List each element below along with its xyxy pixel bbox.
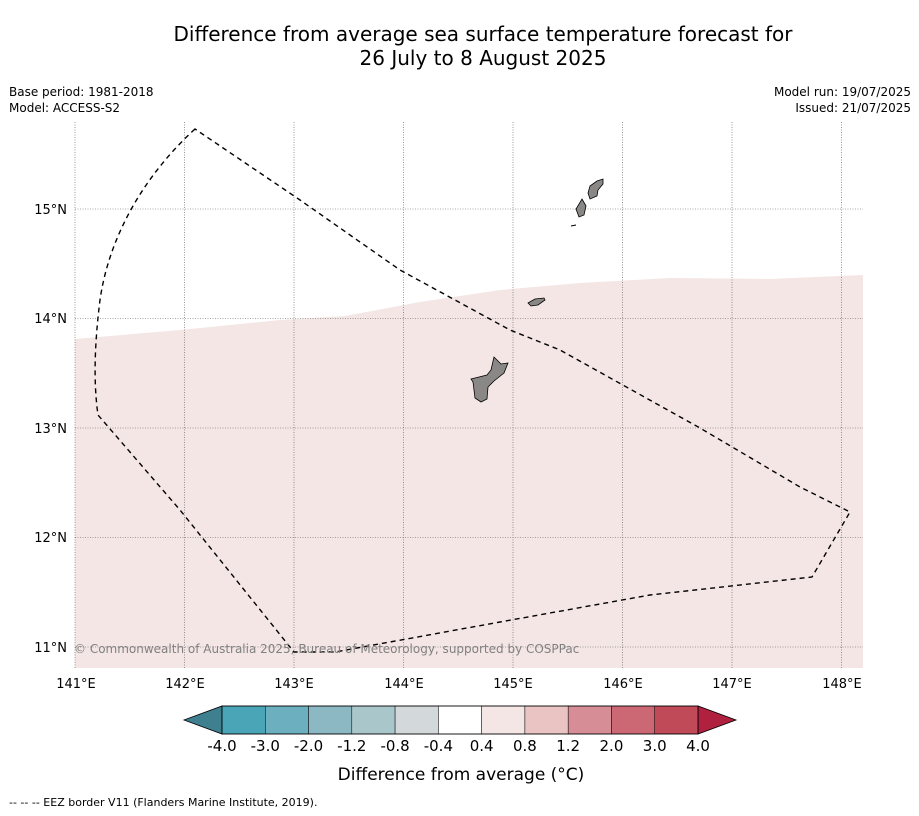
- lat-tick-label: 13°N: [34, 422, 67, 437]
- colorbar-tick-label: 0.4: [470, 737, 494, 755]
- colorbar: -4.0 -3.0 -2.0 -1.2 -0.8 -0.4 0.4 0.8 1.2 2.0 3.0 4…: [182, 705, 738, 785]
- lon-tick-label: 142°E: [165, 677, 205, 692]
- lat-tick-labels: 15°N 14°N 13°N 12°N 11°N: [34, 203, 67, 656]
- colorbar-tick-label: -0.8: [380, 737, 409, 755]
- colorbar-tick-label: -1.2: [337, 737, 366, 755]
- islands: [470, 178, 604, 403]
- island-aguijan: [570, 224, 577, 227]
- colorbar-cell: [308, 705, 353, 735]
- colorbar-tick-label: 4.0: [686, 737, 710, 755]
- meta-left: Base period: 1981-2018 Model: ACCESS-S2: [9, 84, 154, 116]
- lon-tick-label: 145°E: [493, 677, 533, 692]
- lon-tick-label: 147°E: [712, 677, 752, 692]
- island-guam: [470, 356, 509, 403]
- lon-tick-label: 144°E: [384, 677, 424, 692]
- colorbar-tick-label: -0.4: [424, 737, 453, 755]
- colorbar-tick-label: 3.0: [643, 737, 667, 755]
- island-rota: [527, 297, 546, 307]
- colorbar-cell: [394, 705, 439, 735]
- colorbar-cells: [221, 705, 699, 735]
- anomaly-region: [75, 275, 863, 668]
- colorbar-under-triangle: [182, 705, 223, 735]
- colorbar-cell: [611, 705, 655, 735]
- lon-tick-labels: 141°E 142°E 143°E 144°E 145°E 146°E 147°…: [56, 677, 862, 692]
- issued-date: Issued: 21/07/2025: [795, 101, 911, 115]
- colorbar-tick-label: 2.0: [600, 737, 624, 755]
- colorbar-cell: [524, 705, 569, 735]
- lat-tick-label: 15°N: [34, 203, 67, 218]
- model-name: Model: ACCESS-S2: [9, 101, 121, 115]
- colorbar-cell: [221, 705, 266, 735]
- model-run: Model run: 19/07/2025: [773, 85, 911, 99]
- colorbar-tick-label: 1.2: [556, 737, 580, 755]
- map-title: Difference from average sea surface temp…: [0, 22, 919, 70]
- lon-tick-label: 141°E: [56, 677, 96, 692]
- copyright-text: © Commonwealth of Australia 2025, Bureau…: [74, 642, 579, 656]
- lat-tick-label: 14°N: [34, 312, 67, 327]
- colorbar-cell: [438, 705, 482, 735]
- colorbar-cell: [654, 705, 699, 735]
- colorbar-frame: [221, 705, 699, 735]
- eez-border: [94, 128, 851, 653]
- lon-tick-label: 146°E: [603, 677, 643, 692]
- gridlines: [74, 122, 863, 668]
- eez-legend: -- -- -- EEZ border V11 (Flanders Marine…: [9, 796, 318, 809]
- colorbar-title: Difference from average (°C): [338, 765, 585, 785]
- colorbar-cell: [351, 705, 396, 735]
- island-tinian: [575, 198, 587, 218]
- lat-tick-label: 11°N: [34, 641, 67, 656]
- colorbar-tick-label: 0.8: [513, 737, 537, 755]
- lon-tick-label: 143°E: [274, 677, 314, 692]
- colorbar-tick-label: -2.0: [294, 737, 323, 755]
- lon-tick-label: 148°E: [822, 677, 862, 692]
- colorbar-over-triangle: [697, 705, 738, 735]
- colorbar-tick-label: -3.0: [251, 737, 280, 755]
- colorbar-labels: -4.0 -3.0 -2.0 -1.2 -0.8 -0.4 0.4 0.8 1.2 2.0 3.0 4…: [207, 737, 710, 755]
- colorbar-cell: [567, 705, 612, 735]
- meta-right: Model run: 19/07/2025 Issued: 21/07/2025: [774, 84, 911, 116]
- colorbar-cell: [265, 705, 309, 735]
- colorbar-tick-label: -4.0: [207, 737, 236, 755]
- lat-tick-label: 12°N: [34, 531, 67, 546]
- island-saipan: [587, 178, 604, 200]
- colorbar-cell: [481, 705, 526, 735]
- title-line-2: 26 July to 8 August 2025: [359, 46, 607, 70]
- base-period: Base period: 1981-2018: [9, 85, 154, 99]
- title-line-1: Difference from average sea surface temp…: [173, 22, 793, 46]
